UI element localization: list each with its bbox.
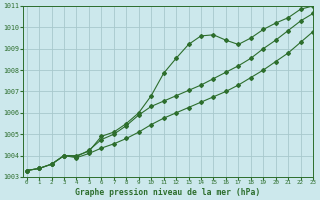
- X-axis label: Graphe pression niveau de la mer (hPa): Graphe pression niveau de la mer (hPa): [76, 188, 260, 197]
